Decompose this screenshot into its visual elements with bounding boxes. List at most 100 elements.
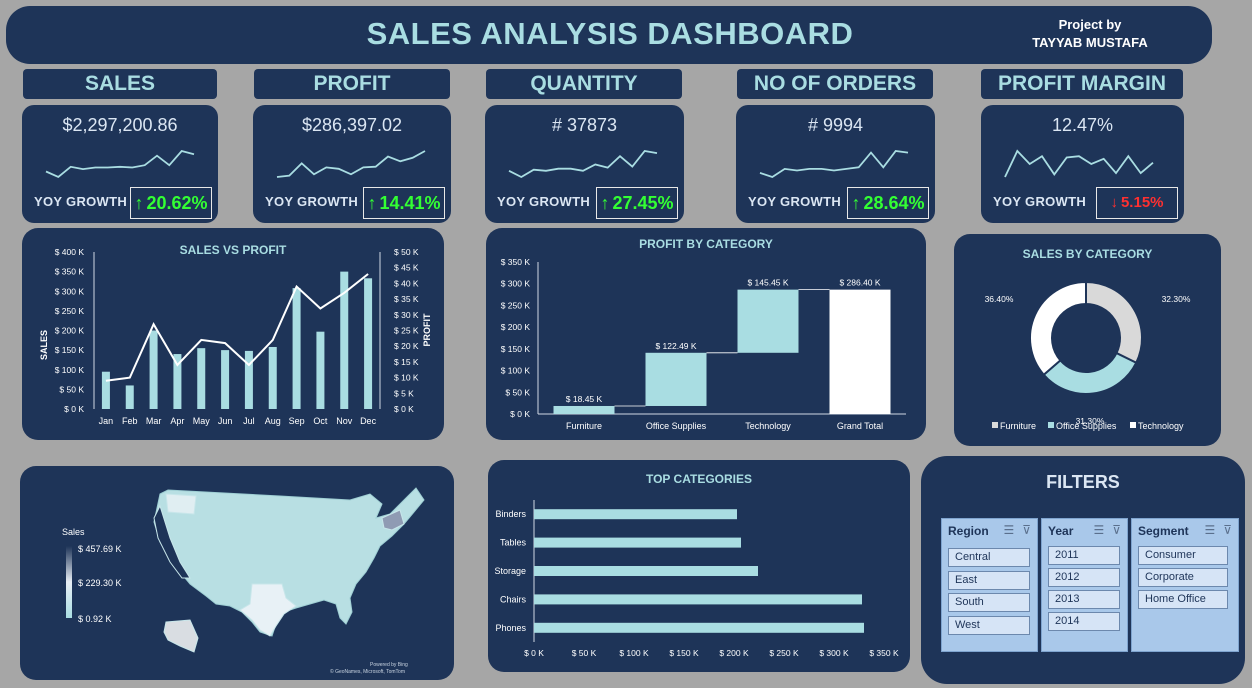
profit-axis-tick: $ 250 K [501, 300, 531, 310]
map-state-alaska[interactable] [163, 619, 199, 653]
category-bar[interactable] [534, 537, 741, 548]
kpi-yoy-value: 27.45% [612, 193, 674, 213]
waterfall-data-label: $ 122.49 K [655, 341, 696, 351]
kpi-yoy-label: YOY GROWTH [497, 194, 591, 209]
arrow-down-icon: ↓ [1110, 194, 1118, 211]
sales-vs-profit-title: SALES VS PROFIT [179, 243, 287, 257]
profit-axis-tick: $ 50 K [505, 387, 530, 397]
sales-bar[interactable] [268, 346, 277, 409]
multi-select-icon[interactable]: ☰ [1093, 523, 1105, 537]
map-state-new-york[interactable] [381, 509, 405, 531]
credit-line-2: TAYYAB MUSTAFA [1032, 35, 1148, 50]
slicer-item-west[interactable]: West [948, 615, 1030, 635]
profit-axis-tick: $ 150 K [501, 344, 531, 354]
category-label: Office Supplies [646, 421, 707, 431]
waterfall-data-label: $ 286.40 K [839, 278, 880, 288]
sales-bar[interactable] [292, 288, 301, 409]
sales-bar[interactable] [125, 385, 134, 409]
profit-axis-tick: $ 0 K [394, 404, 414, 414]
profit-axis-tick: $ 10 K [394, 373, 419, 383]
kpi-sparkline-profit [276, 150, 426, 178]
kpi-header-profit: PROFIT [254, 69, 450, 99]
month-label: Aug [265, 416, 281, 426]
waterfall-bar[interactable] [829, 289, 891, 414]
slicer-item-2011[interactable]: 2011 [1048, 546, 1120, 565]
kpi-sparkline-line [45, 149, 195, 179]
donut-slice[interactable] [1085, 280, 1143, 365]
slicer-item-2013[interactable]: 2013 [1048, 590, 1120, 609]
profit-axis-tick: $ 30 K [394, 310, 419, 320]
slicer-item-south[interactable]: South [948, 593, 1030, 612]
profit-axis-label: PROFIT [422, 313, 432, 347]
sales-vs-profit-panel: SALES VS PROFIT $ 0 K $ 50 K $ 100 K $ 150 … [22, 228, 444, 440]
sales-axis-tick: $ 100 K [619, 648, 649, 658]
clear-filter-icon[interactable]: ⊽ [1223, 523, 1232, 537]
month-label: Nov [336, 416, 353, 426]
slicer-region-header: Region [948, 524, 989, 538]
waterfall-data-label: $ 18.45 K [566, 394, 603, 404]
map-state-texas[interactable] [239, 583, 297, 637]
profit-axis-tick: $ 45 K [394, 263, 419, 273]
profit-axis-tick: $ 15 K [394, 357, 419, 367]
kpi-yoy-label: YOY GROWTH [34, 194, 128, 209]
waterfall-bar[interactable] [645, 352, 707, 406]
sales-bar[interactable] [101, 371, 110, 409]
sales-bar[interactable] [244, 350, 253, 409]
kpi-sparkline-profit-margin [1004, 149, 1154, 178]
map-contiguous-us[interactable] [153, 487, 425, 637]
profit-by-category-chart: $ 0 K $ 50 K $ 100 K $ 150 K $ 200 K $ 250 K $… [501, 257, 906, 431]
slicer-region: Region ☰ ⊽ Central East South West [941, 518, 1038, 652]
month-label: May [193, 416, 211, 426]
slicer-item-east[interactable]: East [948, 570, 1030, 590]
kpi-header-profit-margin: PROFIT MARGIN [981, 69, 1183, 99]
waterfall-bar[interactable] [737, 289, 799, 353]
profit-line[interactable] [105, 273, 369, 382]
kpi-card-profit-margin: 12.47% YOY GROWTH ↓ 5.15% [981, 105, 1184, 223]
slicer-year-header: Year [1048, 524, 1074, 538]
profit-axis-tick: $ 100 K [501, 366, 531, 376]
waterfall-bar[interactable] [553, 405, 615, 414]
month-label: Oct [313, 416, 328, 426]
map-state-california[interactable] [153, 504, 191, 579]
sales-bar[interactable] [364, 278, 373, 409]
category-bar[interactable] [534, 566, 758, 576]
sales-bar[interactable] [149, 330, 158, 410]
sales-bar[interactable] [316, 331, 325, 409]
slicer-item-home-office[interactable]: Home Office [1138, 590, 1228, 609]
sales-bar[interactable] [221, 350, 230, 409]
slicer-item-2014[interactable]: 2014 [1048, 612, 1120, 631]
slicer-item-consumer[interactable]: Consumer [1138, 546, 1228, 565]
sales-axis-tick: $ 50 K [572, 648, 597, 658]
sales-bar[interactable] [197, 348, 206, 409]
clear-filter-icon[interactable]: ⊽ [1022, 523, 1031, 537]
slicer-year: Year ☰ ⊽ 2011 2012 2013 2014 [1041, 518, 1128, 652]
top-categories-title: TOP CATEGORIES [645, 472, 753, 486]
category-bar[interactable] [534, 509, 737, 520]
waterfall-data-label: $ 145.45 K [747, 278, 788, 288]
kpi-yoy-value: 20.62% [146, 193, 208, 213]
legend-label: Office Supplies [1056, 421, 1117, 431]
sales-bar[interactable] [173, 354, 182, 409]
legend-label: Technology [1138, 421, 1184, 431]
kpi-value-quantity: # 37873 [551, 115, 618, 135]
slicer-item-central[interactable]: Central [948, 548, 1030, 567]
category-bar[interactable] [534, 594, 862, 605]
map-legend-title: Sales [62, 527, 85, 537]
map-state-washington[interactable] [165, 493, 197, 515]
sales-axis-tick: $ 100 K [55, 365, 85, 375]
multi-select-icon[interactable]: ☰ [1003, 523, 1015, 537]
arrow-up-icon: ↑ [600, 193, 610, 213]
kpi-yoy-label: YOY GROWTH [993, 194, 1087, 209]
clear-filter-icon[interactable]: ⊽ [1112, 523, 1121, 537]
sales-axis-tick: $ 50 K [59, 384, 84, 394]
sales-bar[interactable] [340, 271, 349, 409]
multi-select-icon[interactable]: ☰ [1204, 523, 1216, 537]
sales-map[interactable]: Sales $ 457.69 K $ 229.30 K $ 0.92 K Pow… [20, 466, 454, 680]
slicer-item-2012[interactable]: 2012 [1048, 568, 1120, 587]
month-label: Jun [218, 416, 233, 426]
map-credit-2: © GeoNames, Microsoft, TomTom [330, 668, 405, 675]
slicer-item-corporate[interactable]: Corporate [1138, 568, 1228, 587]
category-bar[interactable] [534, 622, 864, 633]
donut-slice[interactable] [1029, 280, 1087, 377]
month-label: Jan [99, 416, 114, 426]
